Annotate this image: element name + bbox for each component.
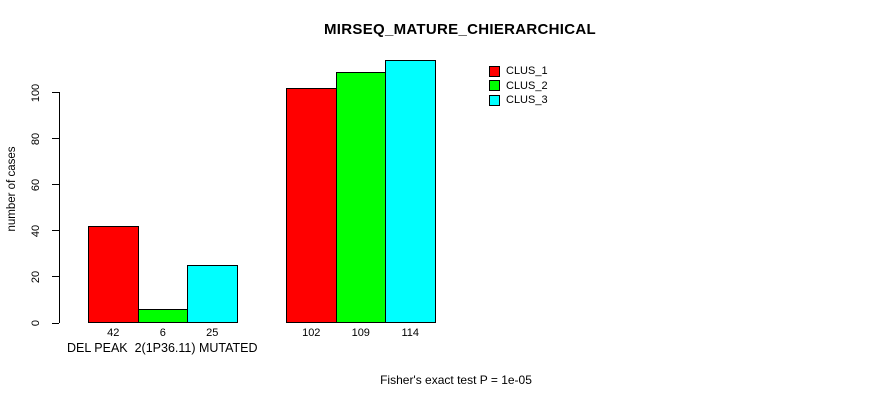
bar-value-label: 114 — [401, 327, 420, 339]
y-tick-label: 80 — [30, 132, 42, 145]
legend-label: CLUS_3 — [506, 94, 548, 107]
y-axis-line — [59, 92, 60, 323]
legend-swatch-icon — [489, 80, 500, 92]
bar-value-label: 102 — [302, 327, 321, 339]
bar-value-label: 109 — [351, 327, 370, 339]
legend-label: CLUS_2 — [506, 79, 548, 92]
bar-clus_2-group2 — [335, 71, 386, 323]
legend-label: CLUS_1 — [506, 65, 548, 78]
legend-row: CLUS_2 — [489, 79, 548, 94]
y-tick-mark — [52, 276, 59, 278]
x-axis-category-label: DEL PEAK 2(1P36.11) MUTATED — [66, 341, 258, 355]
y-tick-mark — [52, 138, 59, 140]
y-tick-label: 20 — [30, 270, 42, 284]
legend-swatch-icon — [489, 65, 500, 77]
legend: CLUS_1 CLUS_2 CLUS_3 — [489, 64, 548, 108]
bar-clus_1-group2 — [286, 87, 337, 323]
bar-clus_1-group1 — [88, 226, 139, 323]
bar-value-label: 42 — [107, 327, 120, 339]
y-tick-mark — [52, 184, 59, 186]
y-tick-label: 0 — [30, 319, 42, 327]
y-tick-mark — [52, 322, 59, 324]
legend-row: CLUS_1 — [489, 64, 548, 79]
legend-swatch-icon — [489, 94, 500, 106]
bar-clus_3-group1 — [187, 265, 238, 323]
y-tick-label: 40 — [30, 224, 42, 237]
y-tick-mark — [52, 92, 59, 93]
bar-clus_2-group1 — [137, 309, 188, 323]
chart-title: MIRSEQ_MATURE_CHIERARCHICAL — [324, 21, 596, 38]
y-axis-title: number of cases — [6, 146, 18, 232]
y-tick-label: 100 — [30, 83, 42, 102]
legend-row: CLUS_3 — [489, 93, 548, 108]
bar-clus_3-group2 — [385, 60, 436, 323]
y-tick-mark — [52, 230, 59, 232]
pvalue-annotation: Fisher's exact test P = 1e-05 — [380, 373, 532, 387]
bar-value-label: 25 — [206, 327, 219, 339]
y-tick-label: 60 — [30, 178, 42, 191]
bar-value-label: 6 — [159, 327, 166, 339]
